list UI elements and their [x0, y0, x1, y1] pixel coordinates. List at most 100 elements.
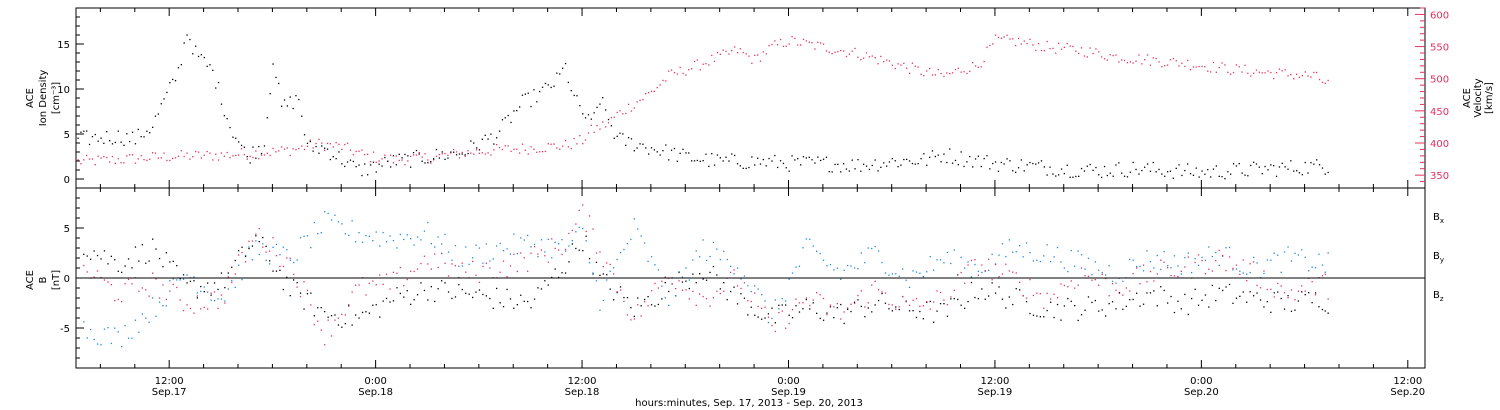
bz-point	[1304, 290, 1306, 292]
bx-point	[361, 311, 364, 314]
bz-point	[864, 306, 866, 308]
ion-density-point	[1187, 163, 1189, 165]
ion-density-point	[137, 128, 139, 131]
bx-point	[795, 305, 797, 307]
bz-point	[571, 229, 573, 232]
bx-point	[988, 295, 990, 297]
ion-density-point	[183, 42, 185, 44]
velocity-point	[106, 156, 108, 159]
bx-point	[365, 311, 367, 313]
ion-density-point	[453, 151, 455, 153]
bz-point	[1091, 279, 1093, 281]
bx-point	[599, 274, 601, 276]
bx-point	[1249, 291, 1251, 293]
velocity-point	[934, 74, 936, 76]
velocity-point	[140, 155, 142, 157]
velocity-point	[1040, 49, 1043, 52]
bx-point	[1053, 316, 1055, 319]
ion-density-point	[355, 166, 357, 168]
bz-point	[1012, 271, 1014, 273]
velocity-point	[1101, 56, 1103, 58]
bz-point	[158, 297, 161, 299]
by-point	[220, 298, 223, 300]
ion-density-point	[169, 82, 171, 84]
velocity-point	[788, 43, 790, 45]
velocity-point	[286, 147, 288, 149]
bz-point	[355, 284, 357, 286]
bz-point	[1098, 284, 1100, 286]
bz-point	[172, 283, 174, 286]
by-point	[355, 241, 357, 243]
ion-density-point	[754, 164, 756, 166]
velocity-point	[1037, 43, 1040, 45]
bx-point	[220, 272, 223, 274]
velocity-point	[404, 164, 406, 166]
velocity-point	[1318, 78, 1321, 81]
bz-point	[434, 253, 436, 255]
ion-density-point	[427, 162, 429, 164]
bz-point	[1074, 287, 1076, 289]
velocity-point	[599, 128, 601, 130]
velocity-point	[260, 154, 263, 156]
bx-point	[475, 291, 477, 293]
bx-point	[544, 280, 546, 282]
velocity-point	[203, 154, 205, 156]
bz-point	[1067, 286, 1069, 288]
bx-point	[1118, 291, 1121, 294]
velocity-point	[100, 157, 102, 159]
by-point	[743, 275, 746, 277]
bx-point	[561, 272, 563, 274]
velocity-point	[1020, 43, 1022, 45]
ion-density-point	[493, 143, 495, 145]
bz-point	[647, 305, 649, 307]
bz-point	[238, 254, 240, 256]
bx-point	[747, 314, 749, 316]
ion-density-point	[438, 157, 440, 159]
velocity-tick-label: 400	[1430, 139, 1449, 150]
bx-point	[991, 282, 993, 284]
velocity-point	[1204, 66, 1206, 68]
velocity-point	[903, 62, 905, 64]
by-point	[1242, 272, 1244, 274]
bx-point	[165, 252, 167, 254]
ion-density-point	[794, 159, 796, 161]
velocity-point	[318, 138, 320, 140]
x-tick-time: 0:00	[364, 376, 386, 387]
bx-point	[1242, 291, 1244, 293]
velocity-point	[407, 160, 409, 162]
velocity-point	[814, 48, 816, 50]
bx-point	[1321, 308, 1324, 311]
by-point	[330, 219, 333, 221]
by-point	[83, 321, 85, 323]
velocity-point	[639, 99, 641, 101]
ion-density-point	[447, 157, 449, 159]
velocity-point	[355, 150, 357, 153]
bz-point	[933, 301, 935, 303]
by-point	[224, 300, 226, 302]
ion-density-point	[590, 118, 592, 120]
ion-density-point	[547, 84, 549, 86]
bx-point	[324, 311, 326, 313]
ion-density-point	[229, 126, 231, 129]
velocity-point	[478, 152, 481, 154]
bz-point	[874, 280, 876, 282]
bz-point	[1077, 284, 1079, 286]
velocity-point	[1232, 71, 1235, 74]
velocity-point	[1109, 54, 1111, 56]
bz-point	[1087, 275, 1090, 277]
ion-density-point	[989, 168, 991, 170]
velocity-point	[493, 149, 495, 151]
bz-point	[977, 274, 979, 276]
bx-point	[1074, 305, 1076, 307]
ion-density-point	[845, 168, 848, 170]
by-point	[905, 279, 907, 281]
bx-point	[468, 293, 470, 295]
velocity-point	[923, 75, 925, 77]
ion-density-point	[974, 158, 977, 160]
ion-density-point	[266, 117, 268, 119]
by-point	[420, 239, 422, 241]
bz-point	[182, 309, 185, 312]
by-point	[320, 232, 322, 234]
bx-point	[822, 319, 825, 321]
bx-point	[1087, 296, 1090, 298]
